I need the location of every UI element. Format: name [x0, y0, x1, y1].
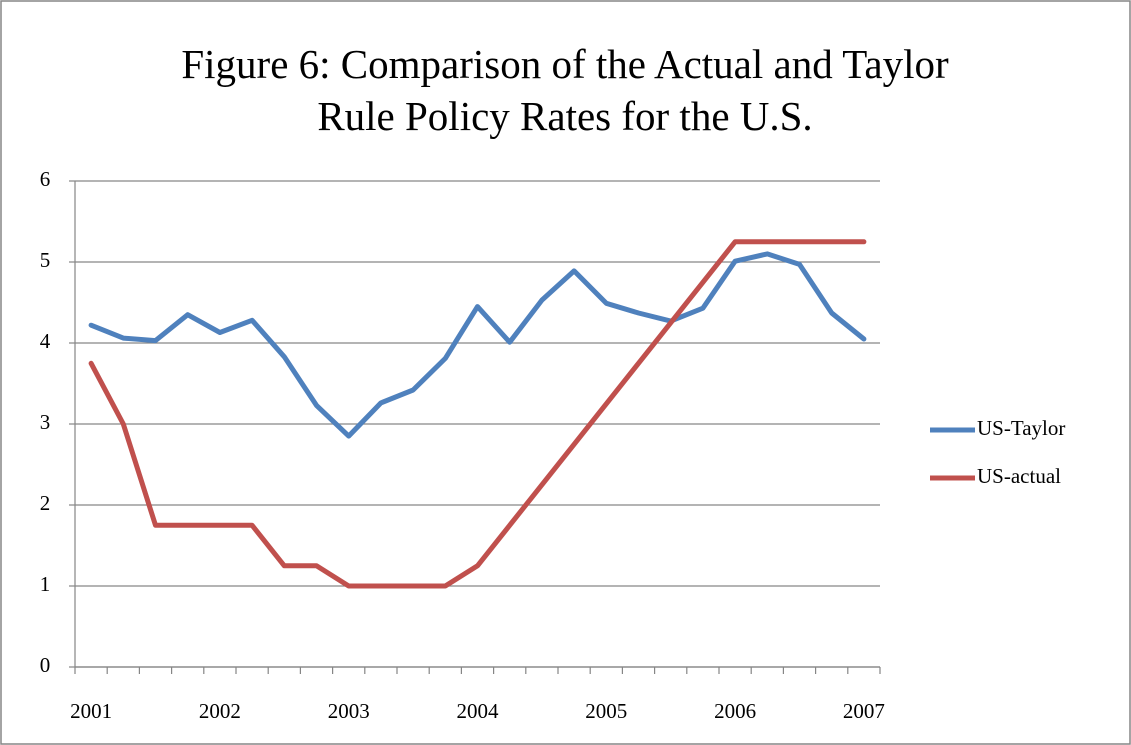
series-line [88, 251, 867, 439]
chart-title: Figure 6: Comparison of the Actual and T… [181, 41, 949, 139]
y-tick-label: 5 [40, 248, 51, 272]
x-tick-label: 2007 [843, 699, 885, 723]
x-tick-label: 2002 [199, 699, 241, 723]
y-tick-label: 1 [40, 572, 51, 596]
x-tick-label: 2004 [457, 699, 500, 723]
legend-label: US-actual [977, 464, 1061, 488]
legend-label: US-Taylor [977, 416, 1065, 440]
y-tick-label: 2 [40, 491, 51, 515]
x-tick-label: 2003 [328, 699, 370, 723]
x-tick-label: 2006 [714, 699, 756, 723]
y-tick-label: 0 [40, 653, 51, 677]
x-tick-label: 2001 [70, 699, 112, 723]
y-tick-label: 6 [40, 167, 51, 191]
y-tick-label: 4 [40, 329, 51, 353]
y-tick-label: 3 [40, 410, 51, 434]
x-tick-label: 2005 [585, 699, 627, 723]
series-line [88, 239, 867, 589]
